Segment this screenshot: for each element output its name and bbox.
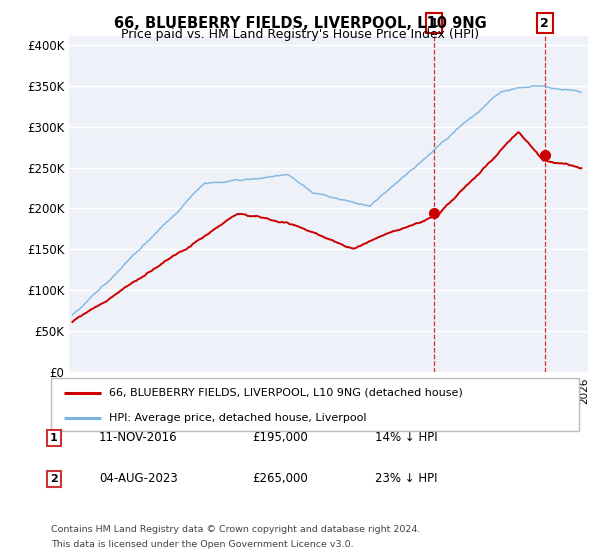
- Text: HPI: Average price, detached house, Liverpool: HPI: Average price, detached house, Live…: [109, 413, 367, 423]
- Text: 66, BLUEBERRY FIELDS, LIVERPOOL, L10 9NG: 66, BLUEBERRY FIELDS, LIVERPOOL, L10 9NG: [113, 16, 487, 31]
- Text: £265,000: £265,000: [252, 472, 308, 486]
- Text: Price paid vs. HM Land Registry's House Price Index (HPI): Price paid vs. HM Land Registry's House …: [121, 28, 479, 41]
- Text: 23% ↓ HPI: 23% ↓ HPI: [375, 472, 437, 486]
- Text: 1: 1: [430, 17, 438, 30]
- Text: 14% ↓ HPI: 14% ↓ HPI: [375, 431, 437, 445]
- Text: £195,000: £195,000: [252, 431, 308, 445]
- Text: This data is licensed under the Open Government Licence v3.0.: This data is licensed under the Open Gov…: [51, 540, 353, 549]
- Text: 2: 2: [50, 474, 58, 484]
- Text: 2: 2: [541, 17, 549, 30]
- FancyBboxPatch shape: [51, 378, 579, 431]
- Text: Contains HM Land Registry data © Crown copyright and database right 2024.: Contains HM Land Registry data © Crown c…: [51, 525, 421, 534]
- Text: 66, BLUEBERRY FIELDS, LIVERPOOL, L10 9NG (detached house): 66, BLUEBERRY FIELDS, LIVERPOOL, L10 9NG…: [109, 388, 463, 398]
- Text: 1: 1: [50, 433, 58, 443]
- Text: 11-NOV-2016: 11-NOV-2016: [99, 431, 178, 445]
- Text: 04-AUG-2023: 04-AUG-2023: [99, 472, 178, 486]
